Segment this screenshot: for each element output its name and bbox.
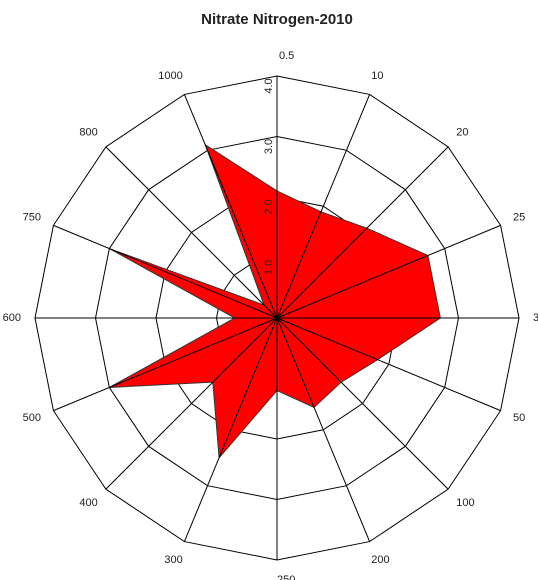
- spoke: [276, 317, 501, 412]
- tick-label: 3.0: [263, 139, 275, 154]
- spoke: [276, 317, 449, 490]
- axis-label: 250: [277, 574, 295, 580]
- axis-label: 750: [23, 212, 41, 224]
- spoke: [53, 224, 278, 319]
- spoke: [276, 224, 501, 319]
- axis-label: 500: [23, 412, 41, 424]
- spoke: [53, 317, 278, 412]
- spoke: [105, 146, 278, 319]
- tick-label: 1.0: [263, 260, 275, 275]
- spoke: [276, 146, 449, 319]
- axis-label: 100: [456, 497, 474, 509]
- spoke: [276, 317, 371, 542]
- spoke: [105, 317, 278, 490]
- spoke: [183, 94, 278, 319]
- axis-label: 0.5: [279, 50, 294, 62]
- tick-label: 4.0: [263, 78, 275, 93]
- axis-label: 1000: [158, 70, 182, 82]
- axis-label: 50: [513, 412, 525, 424]
- axis-label: 30: [533, 312, 538, 324]
- axis-label: 200: [371, 554, 389, 566]
- spoke: [183, 317, 278, 542]
- spoke: [276, 94, 371, 319]
- axis-label: 10: [371, 70, 383, 82]
- axis-label: 800: [79, 127, 97, 139]
- axis-label: 25: [513, 212, 525, 224]
- chart-title: Nitrate Nitrogen-2010: [201, 11, 353, 28]
- axis-label: 400: [79, 497, 97, 509]
- axis-label: 300: [164, 554, 182, 566]
- axis-label: 20: [456, 127, 468, 139]
- center-dot: [274, 315, 280, 321]
- axis-label: 600: [3, 312, 21, 324]
- tick-label: 2.0: [263, 199, 275, 214]
